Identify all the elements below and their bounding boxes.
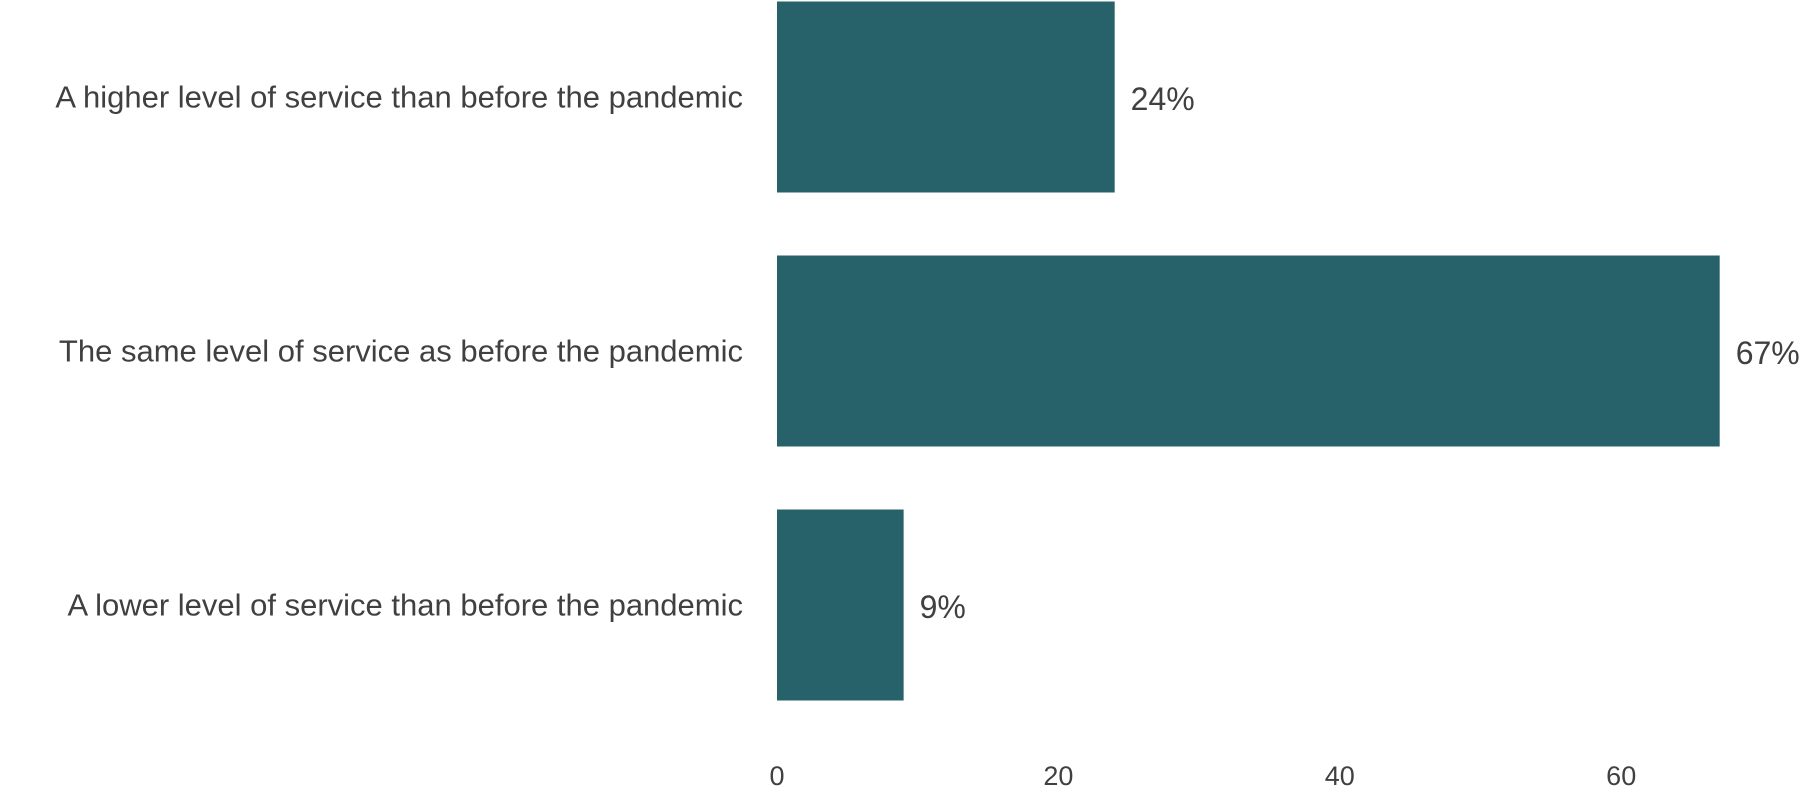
data-label: 9% — [920, 589, 966, 625]
category-labels-layer: A higher level of service than before th… — [55, 80, 743, 623]
bar-a-lower-level-of-service-than-before-the-pandemic — [777, 509, 904, 701]
x-tick-label: 40 — [1325, 761, 1355, 789]
x-tick-label: 60 — [1606, 761, 1636, 789]
bar-the-same-level-of-service-as-before-the-pandemic — [777, 255, 1720, 447]
x-tick-label: 20 — [1043, 761, 1073, 789]
x-tick-label: 0 — [769, 761, 784, 789]
x-axis-ticks-layer: 0 20 40 60 — [769, 761, 1636, 789]
data-label: 67% — [1736, 335, 1800, 371]
data-label: 24% — [1131, 81, 1195, 117]
data-labels-layer: 24% 67% 9% — [920, 81, 1800, 625]
category-label: A higher level of service than before th… — [55, 80, 743, 115]
bar-a-higher-level-of-service-than-before-the-pandemic — [777, 1, 1115, 193]
category-label: The same level of service as before the … — [59, 334, 743, 369]
bars-layer — [777, 1, 1720, 701]
category-label: A lower level of service than before the… — [68, 588, 744, 623]
